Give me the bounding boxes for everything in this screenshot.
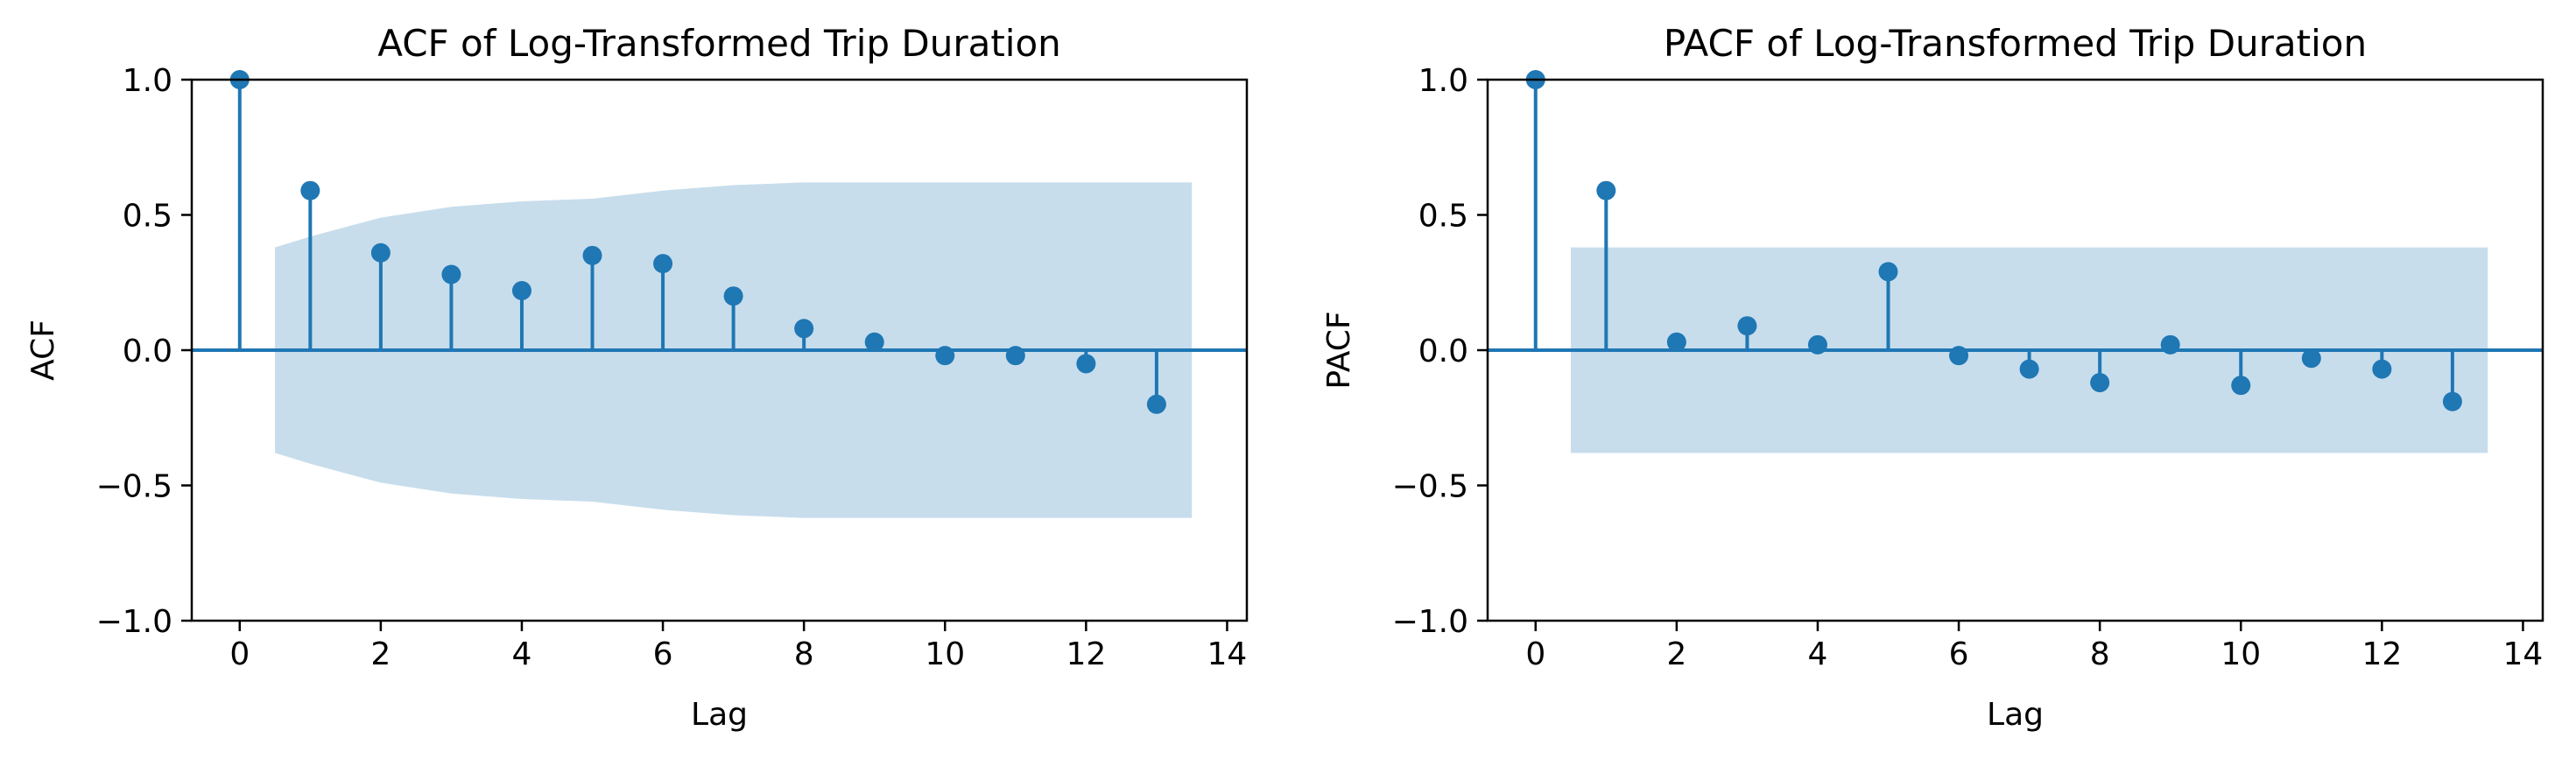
acf-marker-lag-2 <box>370 242 391 263</box>
acf-xtick-label-6: 6 <box>653 636 673 672</box>
acf-ytick-label-4: 1.0 <box>123 63 172 99</box>
acf-marker-lag-12 <box>1076 354 1096 374</box>
acf-xtick-label-0: 0 <box>229 636 250 672</box>
pacf-marker-lag-2 <box>1666 332 1686 352</box>
pacf-marker-lag-11 <box>2301 348 2321 369</box>
acf-marker-lag-4 <box>511 281 531 301</box>
pacf-xtick-label-6: 6 <box>1949 636 1969 672</box>
pacf-marker-lag-13 <box>2442 391 2462 411</box>
pacf-marker-lag-8 <box>2090 373 2110 393</box>
pacf-ytick-label-4: 1.0 <box>1418 63 1468 99</box>
acf-marker-lag-3 <box>441 264 461 285</box>
acf-marker-lag-6 <box>653 254 673 274</box>
pacf-xtick-label-0: 0 <box>1525 636 1545 672</box>
acf-marker-lag-5 <box>582 245 602 265</box>
acf-xtick-label-8: 8 <box>794 636 814 672</box>
acf-xtick-label-14: 14 <box>1207 636 1248 672</box>
acf-plot-area: 0 2 4 6 8 10 12 14 −1.0 −0.5 0.0 0.5 1.0 <box>96 63 1249 672</box>
pacf-xtick-label-10: 10 <box>2221 636 2261 672</box>
acf-marker-lag-1 <box>300 180 320 200</box>
acf-title: ACF of Log-Transformed Trip Duration <box>377 22 1061 65</box>
pacf-marker-lag-12 <box>2372 359 2392 379</box>
acf-panel: ACF of Log-Transformed Trip Duration Lag… <box>25 22 1249 733</box>
pacf-xtick-label-4: 4 <box>1808 636 1828 672</box>
pacf-marker-lag-1 <box>1596 180 1616 200</box>
acf-xlabel: Lag <box>691 697 748 733</box>
acf-xtick-label-2: 2 <box>370 636 391 672</box>
pacf-ytick-label-0: −1.0 <box>1392 604 1468 640</box>
acf-marker-lag-13 <box>1146 394 1166 414</box>
acf-xtick-label-12: 12 <box>1066 636 1106 672</box>
acf-ytick-label-3: 0.5 <box>123 199 172 235</box>
pacf-marker-lag-10 <box>2231 376 2251 396</box>
acf-marker-lag-9 <box>864 332 884 352</box>
acf-marker-lag-7 <box>723 286 743 306</box>
pacf-ylabel: PACF <box>1321 311 1357 389</box>
pacf-marker-lag-5 <box>1878 262 1898 282</box>
pacf-xtick-label-8: 8 <box>2090 636 2110 672</box>
pacf-ytick-label-3: 0.5 <box>1418 199 1468 235</box>
pacf-ytick-label-1: −0.5 <box>1392 469 1468 505</box>
acf-marker-lag-10 <box>935 346 955 366</box>
pacf-xtick-label-14: 14 <box>2503 636 2544 672</box>
pacf-xtick-label-2: 2 <box>1666 636 1686 672</box>
pacf-panel: PACF of Log-Transformed Trip Duration La… <box>1321 22 2544 733</box>
pacf-ytick-label-2: 0.0 <box>1418 334 1468 369</box>
pacf-marker-lag-3 <box>1737 316 1757 336</box>
pacf-marker-lag-9 <box>2160 334 2180 355</box>
pacf-plot-area: 0 2 4 6 8 10 12 14 −1.0 −0.5 0.0 0.5 1.0 <box>1392 63 2544 672</box>
pacf-marker-lag-4 <box>1807 334 1827 355</box>
acf-xtick-label-4: 4 <box>512 636 532 672</box>
acf-ytick-label-2: 0.0 <box>123 334 172 369</box>
acf-ytick-label-0: −1.0 <box>96 604 172 640</box>
pacf-xlabel: Lag <box>1987 697 2044 733</box>
pacf-xtick-label-12: 12 <box>2361 636 2402 672</box>
acf-ytick-label-1: −0.5 <box>96 469 172 505</box>
acf-marker-lag-8 <box>794 319 814 339</box>
pacf-marker-lag-7 <box>2019 359 2039 379</box>
acf-ylabel: ACF <box>25 320 61 381</box>
acf-xtick-label-10: 10 <box>925 636 965 672</box>
pacf-title: PACF of Log-Transformed Trip Duration <box>1664 22 2367 65</box>
pacf-marker-lag-6 <box>1949 346 1969 366</box>
acf-marker-lag-11 <box>1005 346 1025 366</box>
